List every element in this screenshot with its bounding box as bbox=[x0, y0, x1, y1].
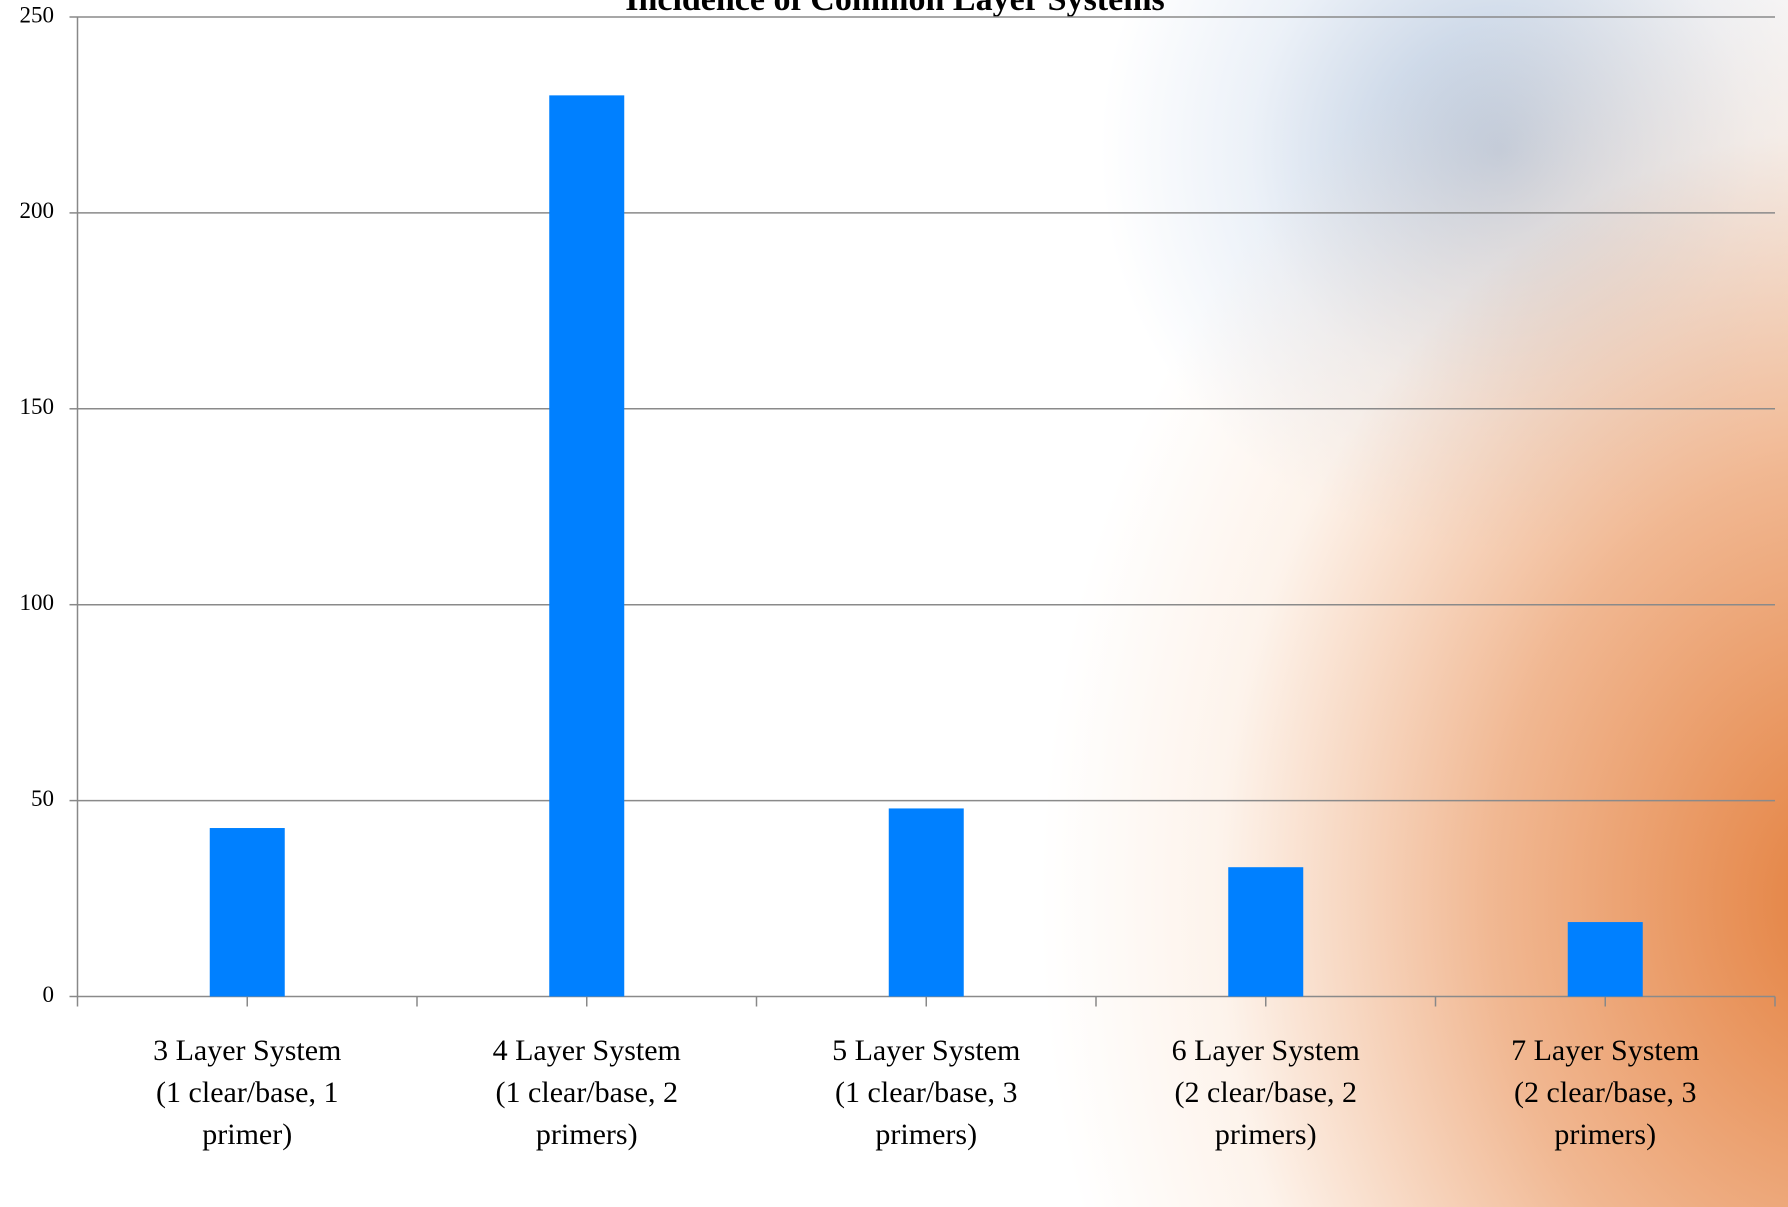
x-tick-label: 4 Layer System (1 clear/base, 2 primers) bbox=[492, 1034, 681, 1151]
x-tick-label: 6 Layer System (2 clear/base, 2 primers) bbox=[1171, 1034, 1360, 1151]
y-tick-label: 100 bbox=[20, 590, 55, 615]
x-tick-label: 5 Layer System (1 clear/base, 3 primers) bbox=[832, 1034, 1021, 1151]
y-tick-label: 50 bbox=[31, 786, 54, 811]
y-tick-label: 200 bbox=[20, 198, 55, 223]
bar bbox=[1567, 922, 1643, 997]
y-tick-label: 0 bbox=[43, 982, 55, 1007]
bar bbox=[209, 828, 285, 997]
x-tick-label: 7 Layer System (2 clear/base, 3 primers) bbox=[1511, 1034, 1700, 1151]
bar bbox=[549, 95, 625, 997]
bar bbox=[888, 808, 964, 997]
y-tick-label: 150 bbox=[20, 394, 55, 419]
x-tick-label: 3 Layer System (1 clear/base, 1 primer) bbox=[153, 1034, 342, 1151]
y-tick-label: 250 bbox=[20, 2, 55, 27]
chart-title: Incidence of Common Layer Systems bbox=[625, 0, 1165, 18]
bar bbox=[1228, 867, 1304, 997]
